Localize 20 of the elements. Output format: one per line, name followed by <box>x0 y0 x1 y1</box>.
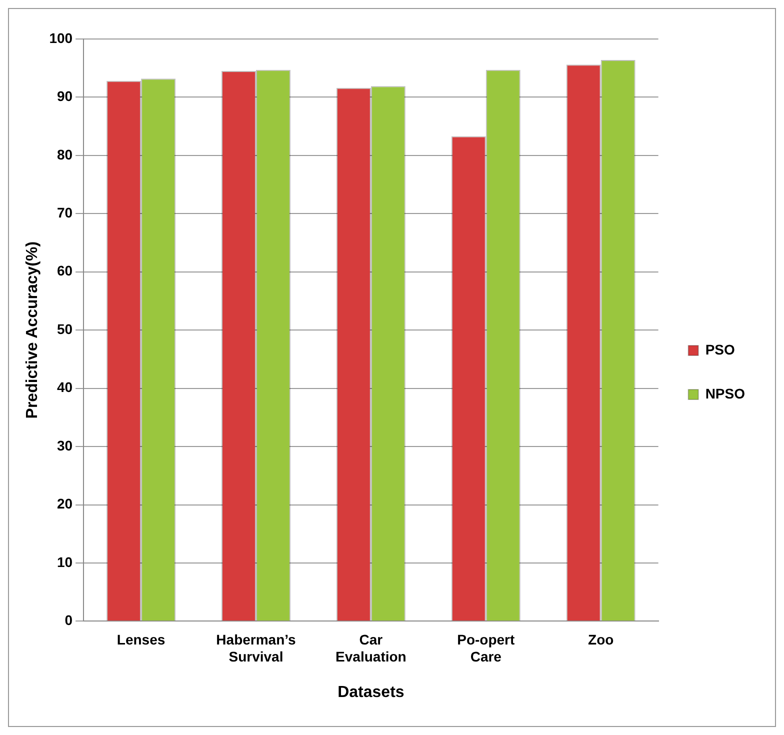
y-tick-label: 90 <box>56 88 73 104</box>
y-tick-label: 40 <box>56 379 73 396</box>
y-tick-label: 80 <box>56 146 73 162</box>
y-tick-label: 50 <box>56 320 73 337</box>
x-tick-label: Po-opert Care <box>457 631 516 664</box>
legend-label: PSO <box>705 341 735 358</box>
x-axis-title: Datasets <box>338 684 404 701</box>
legend-label: NPSO <box>705 385 746 402</box>
y-tick-label: 70 <box>56 204 73 221</box>
x-tick-label: Zoo <box>588 631 614 648</box>
x-tick-label: Car Evaluation <box>336 631 406 664</box>
y-tick-label: 0 <box>64 612 73 628</box>
x-tick-label: Lenses <box>116 631 166 648</box>
y-axis-title: Predictive Accuracy(%) <box>24 241 42 419</box>
y-tick-label: 30 <box>56 437 73 454</box>
y-tick-label: 20 <box>56 496 73 512</box>
y-tick-label: 10 <box>56 554 73 570</box>
y-tick-label: 60 <box>56 262 73 279</box>
x-tick-label: Haberman’s Survival <box>216 631 296 664</box>
y-tick-label: 100 <box>49 30 73 46</box>
